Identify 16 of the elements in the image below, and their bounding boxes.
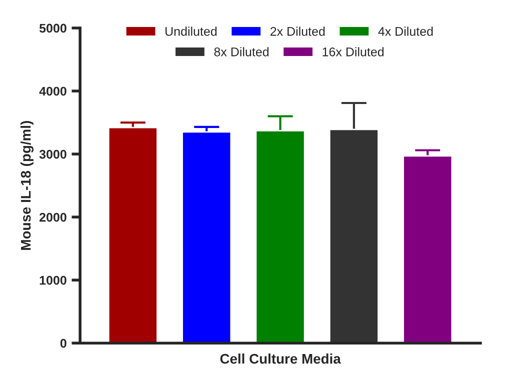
y-tick-label: 0 — [60, 338, 66, 348]
y-tick-label: 5000 — [39, 24, 66, 33]
legend-label: 4x Diluted — [378, 26, 433, 36]
y-tick-label: 2000 — [40, 212, 66, 222]
legend-label: 8x Diluted — [214, 47, 268, 56]
legend-label: 2x Diluted — [270, 26, 325, 36]
y-tick-label: 3000 — [39, 150, 66, 159]
y-tick-label: 4000 — [39, 86, 66, 96]
bar — [108, 126, 158, 344]
bar — [182, 131, 232, 344]
bar — [402, 155, 453, 344]
legend-label: Undiluted — [166, 26, 217, 36]
y-tick-label: 1000 — [40, 276, 66, 285]
legend-label: 16x Diluted — [322, 47, 384, 56]
x-axis-title: Cell Culture Media — [220, 354, 341, 364]
y-axis-title: Mouse IL-18 (pg/ml) — [20, 121, 34, 250]
